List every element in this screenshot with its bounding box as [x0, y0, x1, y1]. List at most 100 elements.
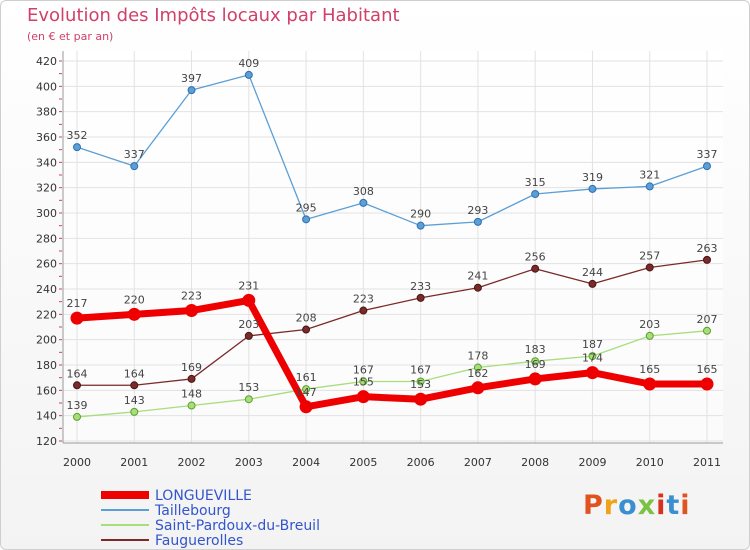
data-point: [302, 325, 311, 334]
data-point: [588, 184, 597, 193]
logo-letter: i: [656, 490, 667, 521]
data-label: 241: [467, 270, 488, 283]
x-tick-label: 2004: [292, 456, 320, 469]
x-tick-label: 2003: [235, 456, 263, 469]
data-label: 220: [124, 293, 145, 306]
x-tick-label: 2006: [407, 456, 435, 469]
data-point: [645, 182, 654, 191]
data-point: [703, 255, 711, 264]
data-label: 164: [67, 367, 88, 380]
data-label: 315: [525, 176, 546, 189]
data-point: [185, 304, 199, 318]
y-tick-label: 400: [36, 80, 57, 93]
x-tick-label: 2008: [521, 456, 549, 469]
x-tick-label: 2001: [120, 456, 148, 469]
chart-subtitle: (en € et par an): [27, 30, 114, 43]
data-label: 153: [238, 381, 259, 394]
data-label: 167: [353, 363, 374, 376]
y-tick-label: 160: [36, 384, 57, 397]
data-label: 139: [67, 399, 88, 412]
data-label: 187: [582, 338, 603, 351]
data-point: [531, 264, 540, 273]
data-label: 295: [296, 201, 317, 214]
data-label: 256: [525, 251, 546, 264]
data-point: [473, 363, 482, 372]
data-point: [588, 352, 597, 361]
data-point: [359, 377, 368, 386]
data-point: [473, 283, 482, 292]
data-label: 165: [697, 363, 718, 376]
x-tick-label: 2000: [63, 456, 91, 469]
y-tick-label: 380: [36, 106, 57, 119]
data-label: 217: [67, 297, 88, 310]
data-label: 153: [410, 378, 431, 391]
data-point: [414, 392, 428, 406]
data-label: 231: [238, 279, 259, 292]
x-tick-label: 2010: [636, 456, 664, 469]
data-point: [302, 215, 311, 224]
y-tick-label: 340: [36, 156, 57, 169]
series-line-taillebourg: [76, 74, 708, 227]
data-label: 155: [353, 376, 374, 389]
data-label: 169: [181, 361, 202, 374]
x-tick-label: 2011: [693, 456, 721, 469]
proxiti-logo: Proxiti: [583, 490, 691, 521]
logo-letter: i: [680, 490, 691, 521]
data-point: [130, 162, 139, 171]
y-tick-label: 140: [36, 410, 57, 423]
data-label: 161: [296, 371, 317, 384]
data-label: 409: [238, 57, 259, 70]
data-point: [588, 279, 597, 288]
data-label: 207: [697, 313, 718, 326]
data-label: 208: [296, 312, 317, 325]
y-tick-label: 300: [36, 207, 57, 220]
y-tick-label: 420: [36, 55, 57, 68]
data-point: [242, 293, 256, 307]
data-point: [528, 372, 542, 386]
data-point: [130, 407, 139, 416]
data-point: [359, 198, 368, 207]
data-label: 321: [639, 168, 660, 181]
data-label: 178: [467, 350, 488, 363]
data-label: 165: [639, 363, 660, 376]
data-label: 290: [410, 208, 431, 221]
y-tick-label: 240: [36, 283, 57, 296]
x-tick-label: 2009: [578, 456, 606, 469]
data-label: 148: [181, 388, 202, 401]
data-point: [416, 293, 425, 302]
data-point: [244, 395, 253, 404]
data-label: 233: [410, 280, 431, 293]
y-tick-label: 360: [36, 131, 57, 144]
data-point: [73, 412, 81, 421]
data-point: [244, 70, 253, 79]
data-point: [703, 326, 711, 335]
data-point: [359, 306, 368, 315]
data-label: 337: [697, 148, 718, 161]
legend-label: LONGUEVILLE: [155, 488, 252, 504]
data-label: 203: [238, 318, 259, 331]
logo-letter: o: [618, 490, 638, 521]
data-label: 183: [525, 343, 546, 356]
x-tick-label: 2007: [464, 456, 492, 469]
data-label: 263: [697, 242, 718, 255]
data-label: 203: [639, 318, 660, 331]
data-point: [471, 381, 485, 395]
data-point: [356, 390, 370, 404]
data-label: 143: [124, 394, 145, 407]
x-tick-label: 2005: [349, 456, 377, 469]
data-point: [643, 377, 657, 391]
x-tick-label: 2002: [178, 456, 206, 469]
data-label: 293: [467, 204, 488, 217]
data-label: 162: [467, 367, 488, 380]
data-point: [416, 377, 425, 386]
data-label: 257: [639, 249, 660, 262]
data-point: [73, 143, 81, 152]
data-point: [73, 381, 81, 390]
data-label: 164: [124, 367, 145, 380]
data-point: [70, 311, 84, 325]
data-point: [187, 401, 196, 410]
data-point: [187, 86, 196, 95]
y-tick-label: 200: [36, 334, 57, 347]
